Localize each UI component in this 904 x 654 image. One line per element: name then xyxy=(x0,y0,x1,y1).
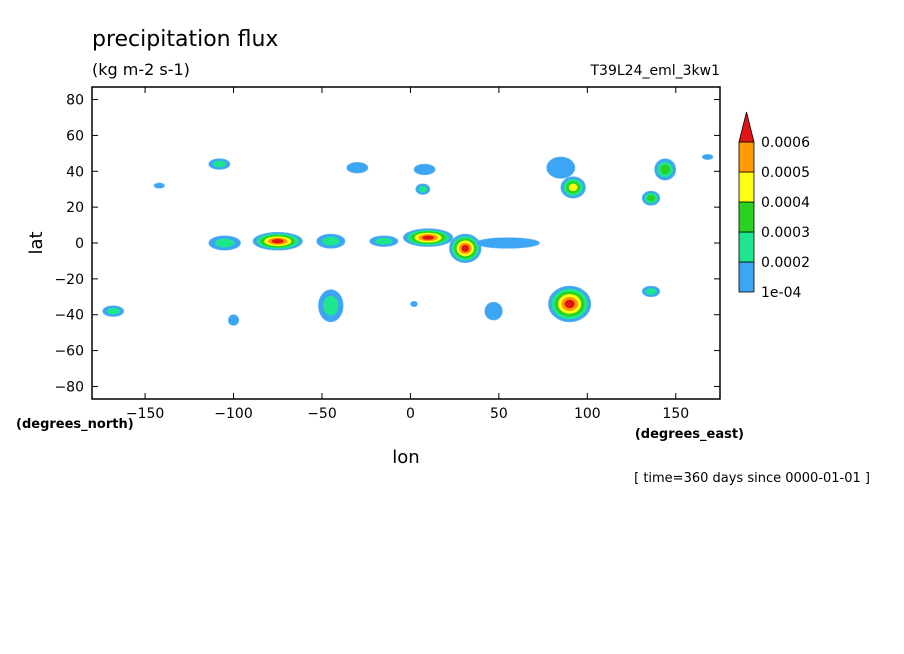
contour-level-3 xyxy=(660,164,670,175)
contour-level-1 xyxy=(702,153,714,160)
contour-level-6 xyxy=(271,239,284,244)
precip-cell xyxy=(316,233,346,249)
colorbar-segment xyxy=(738,231,755,263)
y-tick-label: −80 xyxy=(54,379,84,395)
contour-level-1 xyxy=(475,237,540,249)
time-label: [ time=360 days since 0000-01-01 ] xyxy=(634,471,870,486)
colorbar-label: 1e-04 xyxy=(761,285,801,301)
colorbar-legend: 1e-04 0.0002 0.0003 0.0004 0.0005 0.0006 xyxy=(738,111,810,301)
precip-cell xyxy=(641,190,661,206)
contour-level-3 xyxy=(647,194,655,202)
chart-units: (kg m-2 s-1) xyxy=(92,60,190,79)
contour-level-1 xyxy=(546,156,576,179)
precip-cell xyxy=(346,162,369,174)
precip-cell xyxy=(641,285,661,298)
precip-cell xyxy=(102,305,125,317)
colorbar-label: 0.0003 xyxy=(761,225,810,241)
y-tick-label: 80 xyxy=(66,93,84,109)
contour-level-1 xyxy=(346,162,369,174)
contour-level-2 xyxy=(214,238,235,248)
y-tick-label: −60 xyxy=(54,344,84,360)
y-tick-label: 20 xyxy=(66,200,84,216)
precip-cell xyxy=(252,231,303,251)
precip-cell xyxy=(369,235,399,247)
contour-level-2 xyxy=(106,307,120,315)
colorbar-label: 0.0002 xyxy=(761,255,810,271)
contour-field xyxy=(102,153,714,326)
colorbar-segment xyxy=(738,141,755,173)
precip-cell xyxy=(403,228,454,247)
precip-cell xyxy=(208,158,231,170)
y-tick-label: 0 xyxy=(75,236,84,252)
colorbar-segment xyxy=(738,261,755,293)
colorbar-segment xyxy=(738,171,755,203)
contour-level-1 xyxy=(484,301,503,321)
precip-cell xyxy=(410,300,418,307)
contour-level-2 xyxy=(418,185,428,193)
x-axis-label: lon xyxy=(392,447,419,468)
contour-level-2 xyxy=(645,288,657,295)
precip-cell xyxy=(475,237,540,249)
contour-level-1 xyxy=(410,300,418,307)
contour-level-2 xyxy=(323,295,339,316)
precip-cell xyxy=(484,301,503,321)
y-axis: −80 −60 −40 −20 0 20 40 60 80 xyxy=(54,93,720,395)
contour-level-2 xyxy=(322,236,340,246)
contour-level-6 xyxy=(564,299,575,309)
precip-cell xyxy=(415,183,431,195)
x-tick-label: 0 xyxy=(406,406,415,422)
precip-cell xyxy=(546,156,576,179)
x-tick-label: 50 xyxy=(490,406,508,422)
y-tick-label: −20 xyxy=(54,272,84,288)
precip-cell xyxy=(318,289,344,323)
colorbar-arrow xyxy=(738,111,755,143)
y-tick-label: 60 xyxy=(66,128,84,144)
x-unit-label: (degrees_east) xyxy=(635,427,744,442)
y-unit-label: (degrees_north) xyxy=(16,417,134,432)
x-tick-label: −150 xyxy=(126,406,164,422)
x-axis: −150 −100 −50 0 50 100 150 xyxy=(126,87,689,422)
run-label: T39L24_eml_3kw1 xyxy=(590,63,721,79)
plot-frame xyxy=(91,86,721,400)
y-tick-label: −40 xyxy=(54,308,84,324)
precip-cell xyxy=(548,285,592,323)
chart-title: precipitation flux xyxy=(92,27,278,52)
precip-cell xyxy=(413,163,436,176)
y-tick-label: 40 xyxy=(66,164,84,180)
x-tick-label: −100 xyxy=(214,406,252,422)
contour-level-6 xyxy=(461,244,470,252)
x-tick-label: 150 xyxy=(662,406,689,422)
precip-cell xyxy=(702,153,714,160)
colorbar-label: 0.0004 xyxy=(761,195,810,211)
colorbar-segment xyxy=(738,201,755,233)
precip-cell xyxy=(153,182,165,189)
precip-cell xyxy=(654,158,677,181)
y-axis-label: lat xyxy=(26,231,47,254)
colorbar-label: 0.0006 xyxy=(761,135,810,151)
precip-cell xyxy=(560,176,586,199)
x-tick-label: −50 xyxy=(307,406,337,422)
precip-cell xyxy=(208,235,241,251)
contour-level-1 xyxy=(413,163,436,176)
contour-level-1 xyxy=(227,314,240,326)
contour-level-2 xyxy=(375,237,393,245)
contour-level-4 xyxy=(568,183,578,192)
colorbar-label: 0.0005 xyxy=(761,165,810,181)
contour-level-6 xyxy=(422,235,435,240)
precip-cell xyxy=(227,314,240,326)
contour-level-1 xyxy=(153,182,165,189)
x-tick-label: 100 xyxy=(574,406,601,422)
precip-cell xyxy=(449,233,482,264)
contour-level-2 xyxy=(212,160,226,168)
